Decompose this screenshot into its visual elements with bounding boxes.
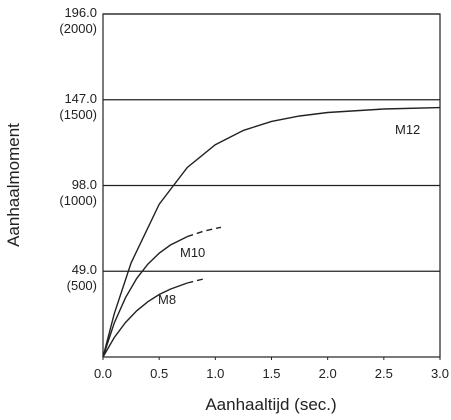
- series-label: M12: [395, 122, 420, 137]
- x-tick-label: 0.5: [150, 366, 168, 381]
- y-tick-label: 49.0 (500): [66, 262, 97, 294]
- series-label: M10: [180, 245, 205, 260]
- x-tick-label: 0.0: [94, 366, 112, 381]
- y-tick-label: 196.0 (2000): [59, 5, 97, 36]
- series-line-dashed: [187, 226, 222, 238]
- series-line: [102, 235, 188, 358]
- x-tick-label: 2.0: [319, 366, 337, 381]
- x-tick-label: 1.5: [262, 366, 280, 381]
- y-axis-title: Aanhaalmoment: [4, 123, 23, 247]
- series-label: M8: [158, 292, 176, 307]
- x-axis-title: Aanhaaltijd (sec.): [205, 395, 336, 414]
- y-tick-label: 98.0 (1000): [59, 176, 97, 208]
- series-line: [102, 106, 441, 358]
- x-tick-label: 1.0: [206, 366, 224, 381]
- y-tick-label: 147.0 (1500): [59, 90, 97, 122]
- series-line: [102, 282, 188, 358]
- x-tick-label: 3.0: [431, 366, 449, 381]
- x-tick-label: 2.5: [375, 366, 393, 381]
- series-line-dashed: [187, 278, 205, 284]
